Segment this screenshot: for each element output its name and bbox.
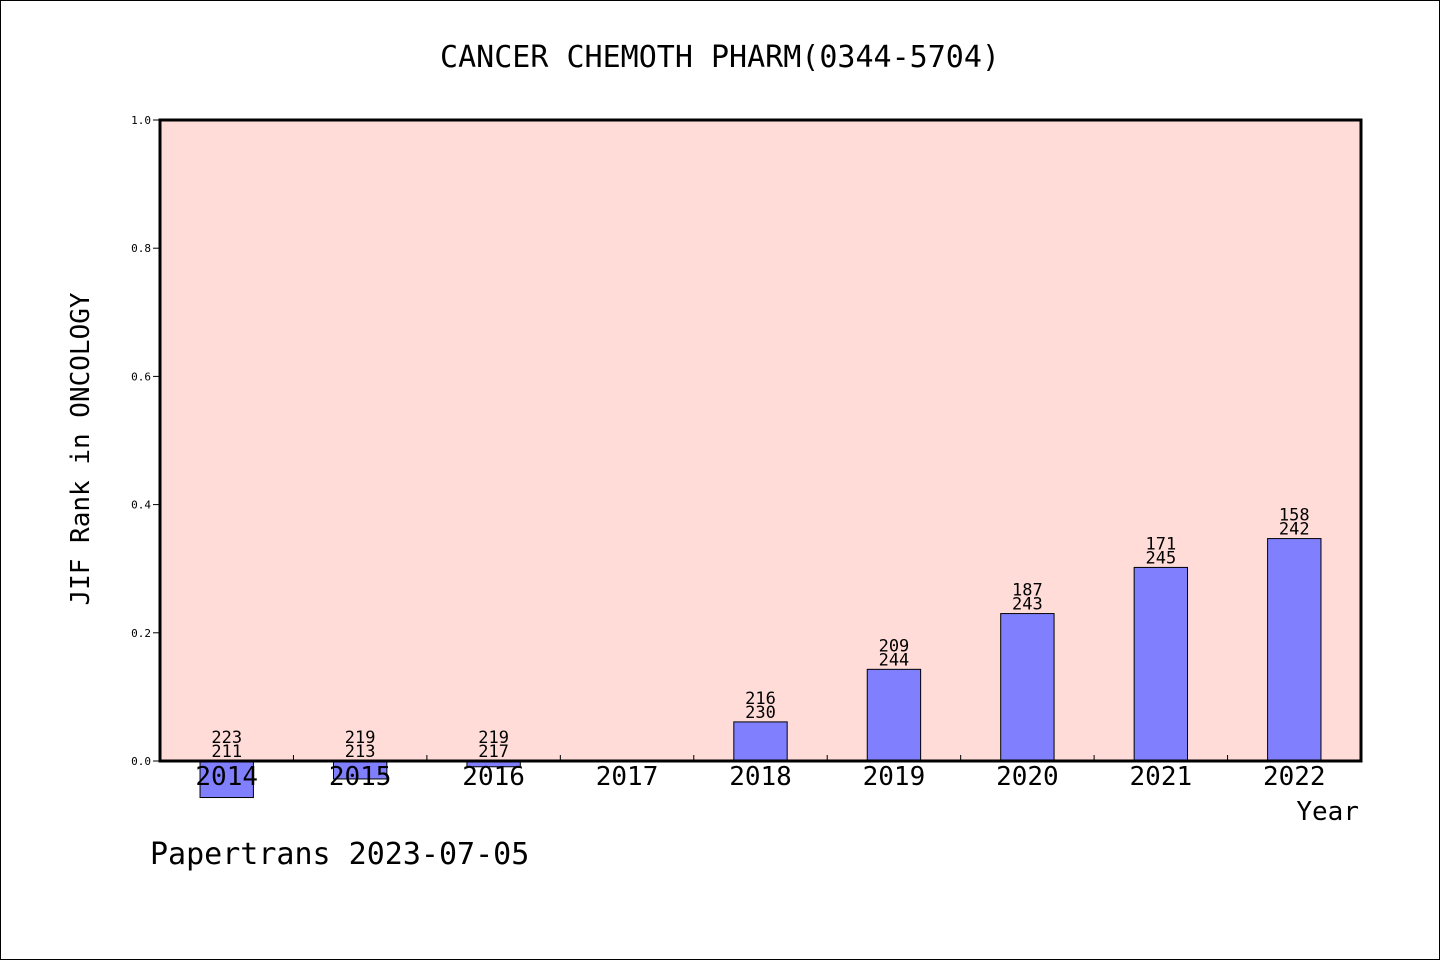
footer-credit: Papertrans 2023-07-05 [150, 837, 529, 872]
bar-2018 [733, 721, 788, 762]
y-tick-label: 0.8 [131, 242, 151, 255]
plot-frame [158, 118, 1363, 763]
rank-label-2022: 158 [1279, 506, 1310, 526]
chart-title: CANCER CHEMOTH PHARM(0344-5704) [440, 40, 1000, 75]
y-tick-label: 0.2 [131, 627, 151, 640]
total-label-2019: 244 [879, 650, 910, 670]
bar-2022 [1267, 538, 1322, 762]
y-tick-label: 0.6 [131, 370, 151, 383]
data-labels: 2112232132192172192302162442092431872451… [211, 506, 1309, 762]
total-label-2020: 243 [1012, 595, 1043, 615]
y-tick-label: 0.4 [131, 499, 151, 512]
y-axis: 0.0 0.2 0.4 0.6 0.8 1.0 [131, 114, 160, 768]
x-tick-label: 2019 [863, 762, 926, 792]
bar-2020 [1000, 613, 1055, 762]
y-tick-label: 0.0 [131, 755, 151, 768]
x-tick-label: 2015 [329, 762, 392, 792]
x-tick-label: 2014 [195, 762, 258, 792]
rank-label-2016: 219 [478, 728, 509, 748]
bars-layer [199, 538, 1322, 799]
x-tick-label: 2016 [462, 762, 525, 792]
total-label-2016: 217 [478, 742, 509, 762]
total-label-2014: 211 [211, 742, 242, 762]
rank-label-2019: 209 [879, 636, 910, 656]
total-label-2015: 213 [345, 742, 376, 762]
total-label-2022: 242 [1279, 520, 1310, 540]
rank-label-2021: 171 [1145, 534, 1176, 554]
x-tick-label: 2018 [729, 762, 792, 792]
x-tick-label: 2022 [1263, 762, 1326, 792]
rank-label-2014: 223 [211, 728, 242, 748]
rank-label-2015: 219 [345, 728, 376, 748]
rank-label-2020: 187 [1012, 581, 1043, 601]
x-axis: 2014 2015 2016 2017 2018 2019 2020 2021 2022 [195, 755, 1326, 792]
y-tick-label: 1.0 [131, 114, 151, 127]
y-axis-title: JIF Rank in ONCOLOGY [66, 292, 96, 605]
bar-2021 [1133, 566, 1189, 762]
x-tick-label: 2020 [996, 762, 1059, 792]
x-tick-label: 2021 [1130, 762, 1193, 792]
total-label-2018: 230 [745, 703, 776, 723]
total-label-2021: 245 [1145, 548, 1176, 568]
rank-label-2018: 216 [745, 689, 776, 709]
bar-2019 [866, 668, 922, 762]
x-axis-title: Year [1296, 797, 1359, 827]
x-tick-label: 2017 [596, 762, 659, 792]
